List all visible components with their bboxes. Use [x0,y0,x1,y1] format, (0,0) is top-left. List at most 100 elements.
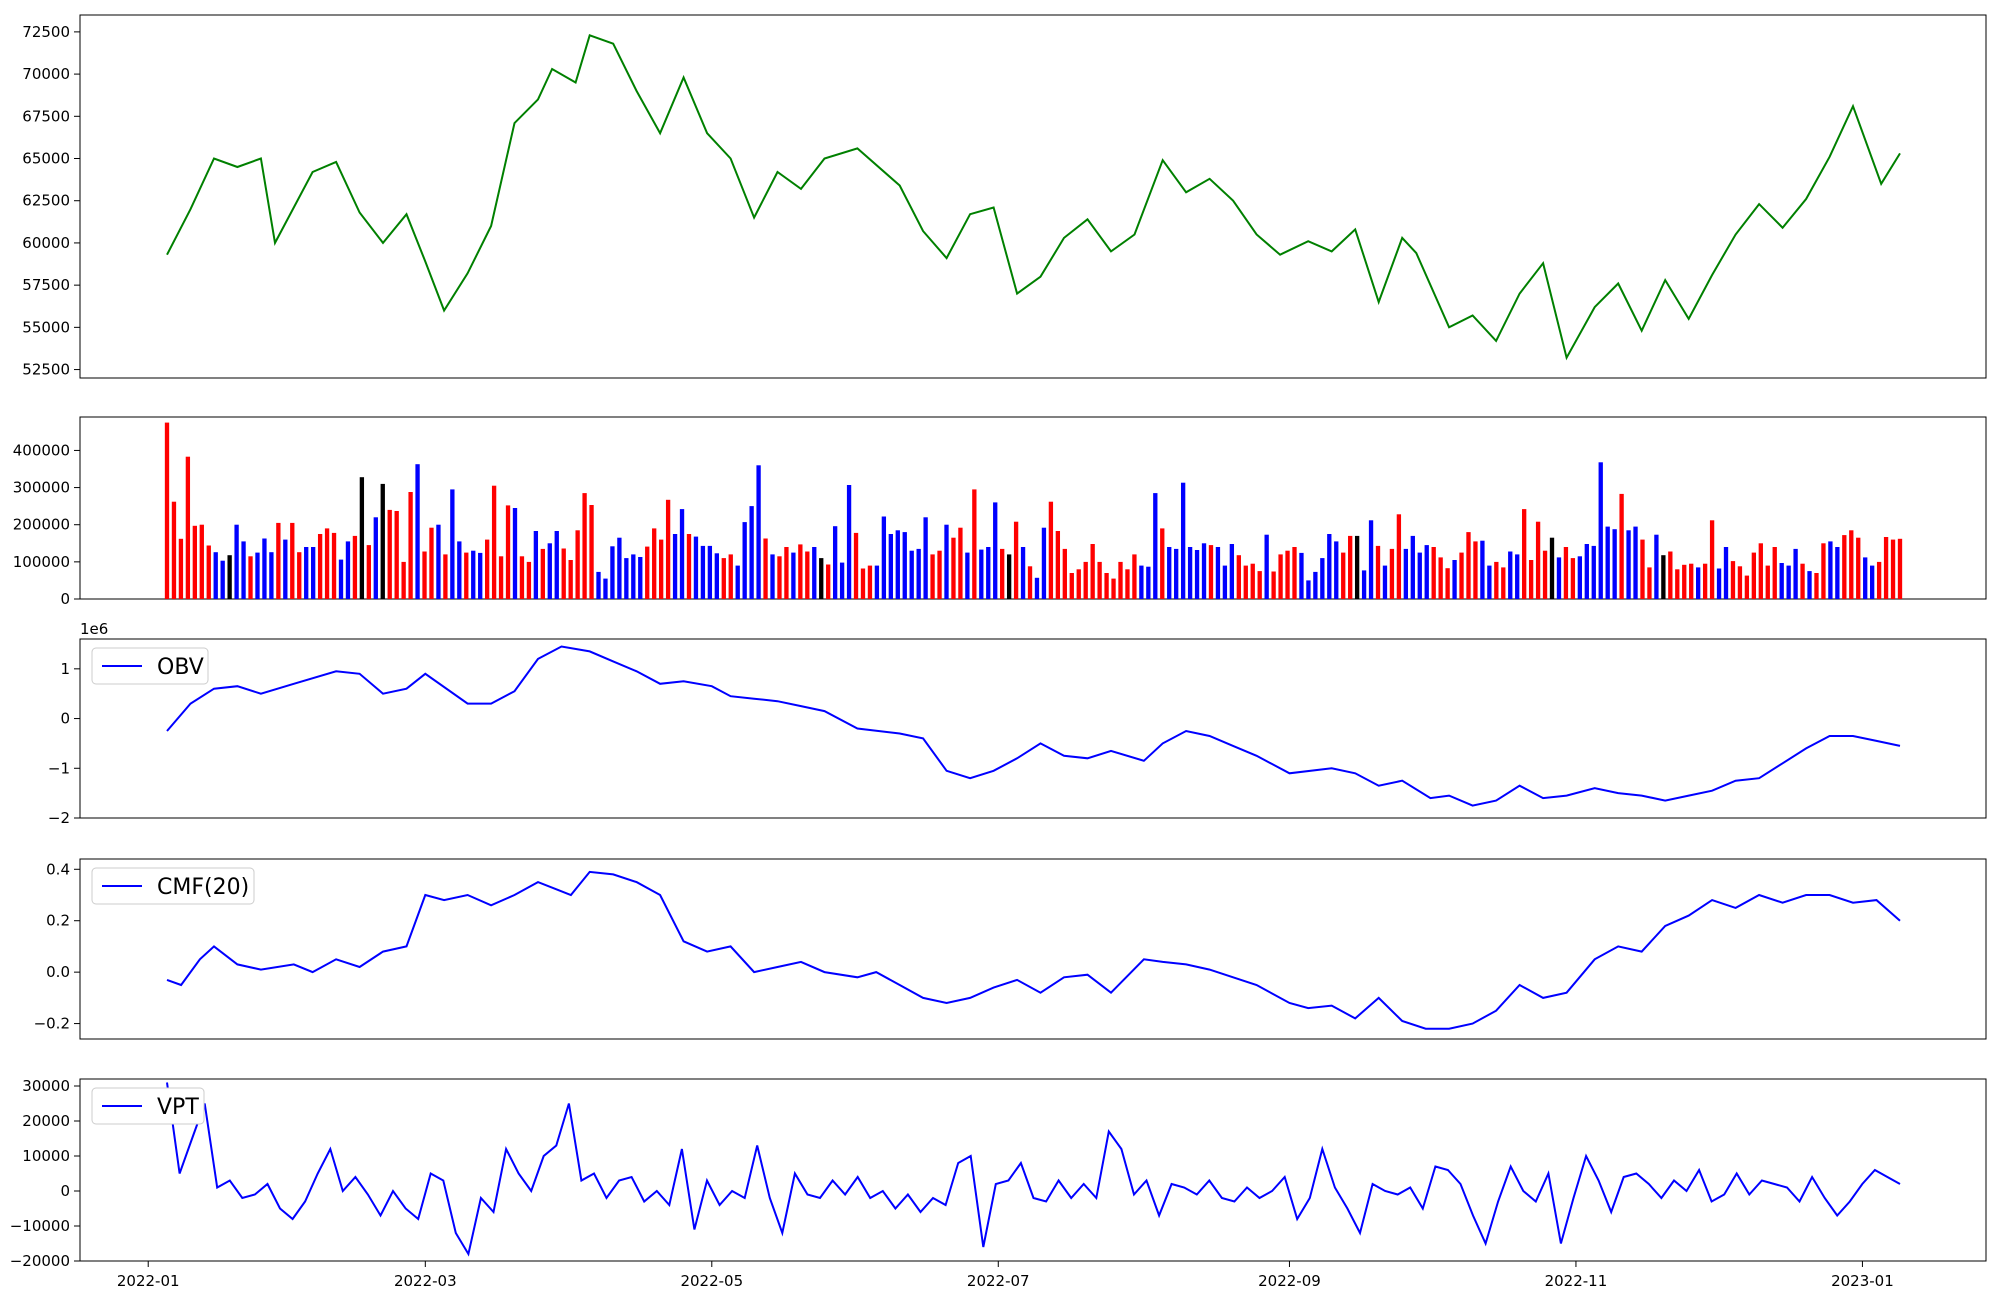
vpt-plot-frame [79,1078,1987,1262]
volume-bar [665,499,671,599]
volume-bar [227,555,232,599]
volume-bar [1194,550,1200,599]
volume-bar [1334,541,1339,599]
volume-bar [185,456,191,599]
y-tick-label: 67500 [22,107,70,125]
volume-bar [380,483,385,599]
volume-bar [1730,561,1736,599]
volume-bar [338,559,344,599]
volume-bar [1633,526,1638,599]
volume-bar [1605,526,1610,599]
volume-bar [1187,547,1193,599]
volume-bar [1292,547,1297,599]
volume-bar [1076,569,1081,599]
volume-bar [1466,532,1471,599]
volume-bar [1772,547,1777,599]
volume-bar [1835,547,1840,599]
volume-bar [895,530,900,599]
volume-panel: 0 100000 200000 300000 400000 [13,416,1987,608]
volume-bar [1737,566,1743,599]
volume-bar [366,545,371,599]
vpt-panel: −20000 −10000 0 10000 20000 30000 VPT [10,1077,1987,1270]
volume-bar [464,552,469,599]
volume-bar [839,562,845,599]
volume-bar [714,553,719,599]
volume-bar [415,464,420,599]
y-tick-label: 30000 [22,1077,70,1095]
vpt-legend-label: VPT [157,1095,199,1120]
volume-bar [1626,530,1631,599]
y-tick-label: 0 [60,710,70,728]
volume-bar [1180,482,1186,599]
volume-bar [1041,527,1047,599]
volume-bar [568,560,573,599]
y-tick-label: −10000 [10,1217,70,1235]
volume-bar [1473,541,1478,599]
volume-bar [1368,520,1374,599]
volume-bar [1313,571,1318,599]
volume-bar [679,509,685,599]
volume-bar [1598,462,1603,599]
volume-bar [1758,543,1763,599]
volume-bar [1452,560,1457,599]
volume-bar [457,541,462,599]
volume-bar [1174,548,1179,599]
volume-bar [1863,557,1868,599]
volume-bar [1299,552,1304,599]
volume-bar [1612,529,1617,599]
volume-bar [1243,565,1248,599]
volume-bar [742,522,747,599]
volume-bar [589,505,594,599]
obv-legend-box [91,647,209,685]
y-tick-label: 52500 [22,361,70,379]
volume-bar [923,517,928,599]
obv-line [166,645,1901,807]
volume-bar [812,547,817,599]
volume-bar [1870,565,1875,599]
volume-bar [993,502,998,599]
volume-bar [450,489,455,599]
volume-bar [1438,557,1443,599]
volume-bar [359,477,365,599]
y-tick-label: 20000 [22,1112,70,1130]
volume-bar [1424,545,1429,599]
volume-bar [519,556,525,599]
volume-bar [478,552,483,599]
volume-bar [728,554,733,599]
volume-bar [1271,571,1276,599]
volume-bar [881,516,887,599]
volume-bar [1306,580,1311,599]
volume-bar [1883,537,1889,599]
volume-bar [1264,534,1269,599]
volume-bar [276,522,281,599]
x-tick-label: 2023-01 [1831,1272,1894,1290]
volume-bar [561,548,566,599]
volume-bar [951,537,956,599]
volume-bar [401,561,406,599]
volume-bar [554,531,559,599]
volume-bar [199,524,204,599]
volume-bar [1842,535,1847,599]
price-line [166,34,1901,361]
volume-bar [770,554,775,599]
volume-bar [1118,561,1123,599]
volume-bar [756,465,761,599]
y-tick-label: −2 [48,809,70,827]
volume-bar [1675,569,1680,599]
x-tick-label: 2022-01 [117,1272,180,1290]
volume-bar [1341,552,1346,599]
cmf-legend-label: CMF(20) [157,875,249,900]
volume-bar [1779,563,1784,599]
volume-bar [763,538,768,599]
x-tick-label: 2022-11 [1545,1272,1608,1290]
volume-bar [345,541,351,599]
vpt-y-axis: −20000 −10000 0 10000 20000 30000 [10,1077,80,1270]
volume-bar [1661,555,1666,599]
volume-bar [1257,571,1262,599]
volume-bar [1897,538,1903,599]
volume-bar [624,558,629,599]
volume-bar [1786,565,1791,599]
volume-bar [1542,550,1548,599]
volume-bar [1556,557,1562,599]
y-tick-label: 57500 [22,276,70,294]
